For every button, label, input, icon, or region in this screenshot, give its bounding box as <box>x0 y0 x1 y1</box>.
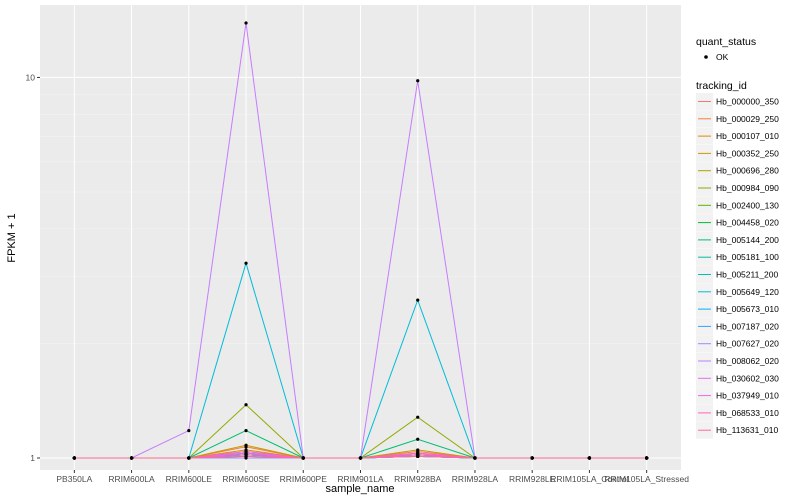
x-tick-label: RRIM928LE <box>509 474 556 484</box>
legend-label-tracking-id: Hb_113631_010 <box>716 425 779 435</box>
x-tick-label: PB350LA <box>56 474 92 484</box>
x-tick-label: RRIM600LA <box>108 474 155 484</box>
data-point <box>416 415 420 419</box>
x-tick-label: RRIM928LA <box>452 474 499 484</box>
data-point <box>416 298 420 302</box>
data-point <box>645 456 649 460</box>
legend-label-tracking-id: Hb_000984_090 <box>716 183 779 193</box>
legend-label-tracking-id: Hb_000352_250 <box>716 148 779 158</box>
legend-label-tracking-id: Hb_000000_350 <box>716 97 779 107</box>
legend-label-tracking-id: Hb_008062_020 <box>716 356 779 366</box>
legend-title-tracking-id: tracking_id <box>696 80 747 92</box>
x-tick-label: RRIM928BA <box>394 474 442 484</box>
legend-label-tracking-id: Hb_030602_030 <box>716 373 779 383</box>
data-point <box>301 456 305 460</box>
x-tick-label: RRIM600PE <box>280 474 328 484</box>
legend-label-tracking-id: Hb_007187_020 <box>716 321 779 331</box>
legend-label-tracking-id: Hb_005181_100 <box>716 252 779 262</box>
data-point <box>416 437 420 441</box>
legend-label-tracking-id: Hb_005673_010 <box>716 304 779 314</box>
data-point <box>358 456 363 460</box>
legend-label-tracking-id: Hb_000107_010 <box>716 131 779 141</box>
legend-label-tracking-id: Hb_004458_020 <box>716 218 779 228</box>
legend-key-ok <box>704 55 708 59</box>
legend-label-tracking-id: Hb_005649_120 <box>716 287 779 297</box>
data-point <box>187 429 191 433</box>
data-point <box>587 456 592 460</box>
x-tick-label: RRIM901LA <box>337 474 384 484</box>
data-point <box>416 448 420 452</box>
data-point <box>416 79 420 83</box>
legend-label-quant-status: OK <box>716 52 729 62</box>
legend-label-tracking-id: Hb_068533_010 <box>716 408 779 418</box>
legend-label-tracking-id: Hb_037949_010 <box>716 391 779 401</box>
data-point <box>244 403 248 407</box>
y-tick-label: 1 <box>30 453 35 463</box>
x-tick-label: RRIM105LA_Stressed <box>604 474 689 484</box>
data-point <box>129 456 134 460</box>
legend-label-tracking-id: Hb_000696_280 <box>716 166 779 176</box>
data-point <box>244 21 248 25</box>
data-point <box>72 456 76 460</box>
x-axis-title: sample_name <box>325 483 394 495</box>
legend: quant_status tracking_id OK Hb_000000_350… <box>696 36 779 439</box>
legend-title-quant-status: quant_status <box>696 36 756 48</box>
data-point <box>244 429 248 433</box>
legend-label-tracking-id: Hb_002400_130 <box>716 200 779 210</box>
legend-label-tracking-id: Hb_005144_200 <box>716 235 779 245</box>
data-point <box>530 456 534 460</box>
data-point <box>244 443 248 447</box>
axis-layer: 1 10 PB350LA RRIM600LA RRIM600LE RRIM600SE RRI… <box>26 72 690 484</box>
x-tick-label: RRIM600SE <box>222 474 270 484</box>
y-axis-title: FPKM + 1 <box>6 213 18 262</box>
legend-label-tracking-id: Hb_000029_250 <box>716 114 779 124</box>
legend-label-tracking-id: Hb_005211_200 <box>716 270 779 280</box>
data-point <box>244 261 248 265</box>
y-tick-label: 10 <box>26 72 36 82</box>
x-tick-label: RRIM105LA_Control <box>550 474 629 484</box>
legend-label-tracking-id: Hb_007627_020 <box>716 339 779 349</box>
data-point <box>416 454 420 458</box>
data-point <box>187 456 191 460</box>
data-point <box>244 454 248 458</box>
x-tick-label: RRIM600LE <box>166 474 213 484</box>
data-point <box>244 449 248 454</box>
point-layer <box>72 21 649 460</box>
data-point <box>473 456 477 460</box>
